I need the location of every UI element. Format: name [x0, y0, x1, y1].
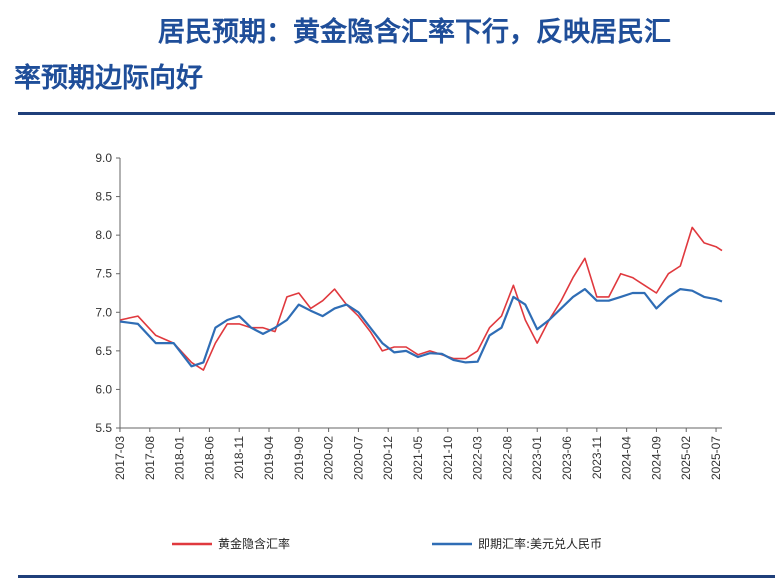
x-tick-label: 2023-11 — [590, 436, 604, 479]
y-tick-label: 6.0 — [95, 382, 112, 396]
x-tick-label: 2024-04 — [620, 436, 634, 480]
chart-legend: 黄金隐含汇率 即期汇率:美元兑人民币 — [172, 536, 602, 551]
y-tick-label: 5.5 — [95, 421, 112, 435]
page-title-line1: 居民预期：黄金隐含汇率下行，反映居民汇 — [158, 17, 671, 48]
y-tick-label: 7.0 — [95, 305, 112, 319]
legend-label: 即期汇率:美元兑人民币 — [478, 536, 602, 551]
x-tick-label: 2020-07 — [351, 436, 365, 480]
x-tick-label: 2023-01 — [530, 436, 544, 480]
y-tick-label: 9.0 — [95, 151, 112, 165]
x-tick-label: 2018-06 — [202, 436, 216, 480]
x-tick-label: 2017-03 — [113, 436, 127, 480]
y-tick-label: 7.5 — [95, 267, 112, 281]
x-tick-label: 2023-06 — [560, 436, 574, 480]
x-tick-label: 2025-07 — [709, 436, 723, 480]
y-tick-label: 8.0 — [95, 228, 112, 242]
page-title-line2: 率预期边际向好 — [14, 63, 203, 94]
x-tick-label: 2021-05 — [411, 436, 425, 480]
x-tick-label: 2020-12 — [381, 436, 395, 480]
bottom-divider — [18, 575, 775, 578]
x-tick-label: 2024-09 — [649, 436, 663, 480]
legend-label: 黄金隐含汇率 — [218, 536, 290, 551]
x-tick-label: 2017-08 — [143, 436, 157, 480]
x-tick-label: 2018-11 — [232, 436, 246, 479]
series-line-spot-usdcny — [119, 288, 723, 368]
x-tick-label: 2019-04 — [262, 436, 276, 480]
y-tick-label: 8.5 — [95, 190, 112, 204]
series-line-gold-implied-rate — [119, 226, 723, 371]
y-tick-label: 6.5 — [95, 344, 112, 358]
x-tick-label: 2020-02 — [322, 436, 336, 480]
x-tick-label: 2018-01 — [173, 436, 187, 480]
x-tick-label: 2022-03 — [471, 436, 485, 480]
x-tick-label: 2025-02 — [679, 436, 693, 480]
x-tick-label: 2022-08 — [500, 436, 514, 480]
header: 居民预期：黄金隐含汇率下行，反映居民汇 率预期边际向好 — [0, 0, 777, 112]
x-tick-label: 2021-10 — [441, 436, 455, 480]
top-divider — [18, 112, 775, 115]
x-tick-label: 2019-09 — [292, 436, 306, 480]
chart-series — [119, 226, 723, 371]
